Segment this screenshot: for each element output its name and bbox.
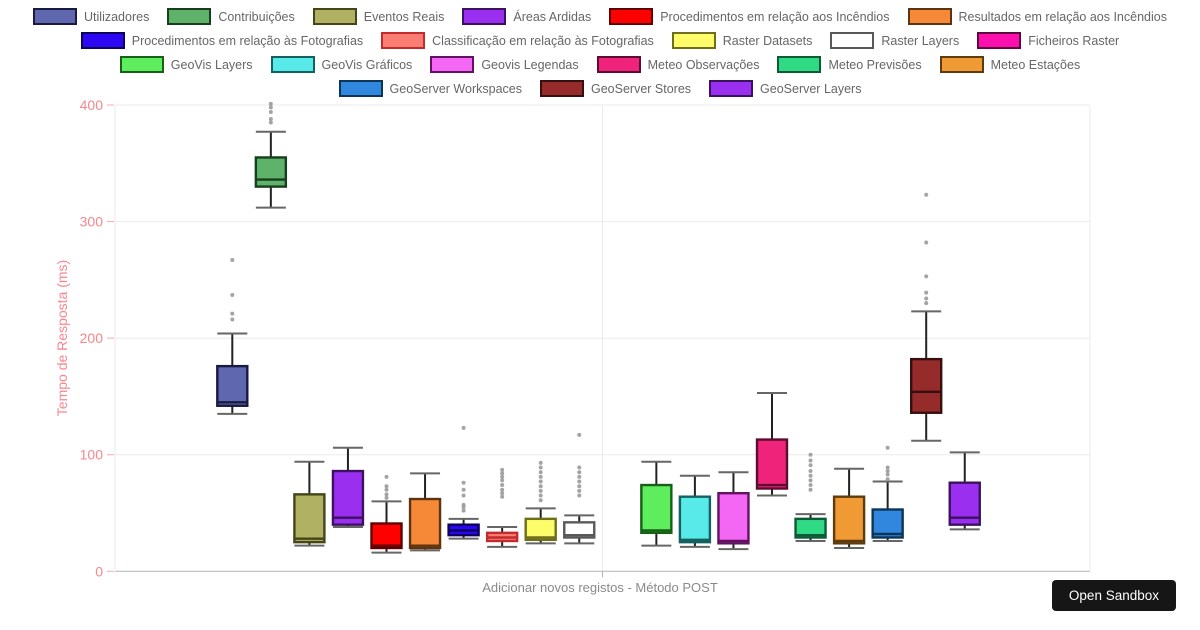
boxplot-14[interactable] [717, 471, 750, 551]
boxplot-9[interactable] [524, 460, 557, 545]
boxplot-18[interactable] [871, 445, 904, 542]
legend-swatch-icon [777, 56, 822, 73]
legend-item-label: Eventos Reais [363, 9, 445, 24]
legend-item-17[interactable]: Meteo Estações [939, 56, 1081, 73]
legend-swatch-icon [709, 80, 754, 97]
legend-item-label: Meteo Observações [647, 57, 760, 72]
legend-item-6[interactable]: Resultados em relação aos Incêndios [907, 8, 1167, 25]
boxplot-8[interactable] [485, 467, 519, 548]
legend-item-7[interactable]: Procedimentos em relação às Fotografias [80, 32, 364, 49]
legend-item-label: Procedimentos em relação às Fotografias [131, 33, 364, 48]
legend-item-8[interactable]: Classificação em relação às Fotografias [381, 32, 654, 49]
legend-item-11[interactable]: Ficheiros Raster [977, 32, 1119, 49]
legend-swatch-icon [338, 80, 383, 97]
legend-swatch-icon [939, 56, 984, 73]
legend-item-15[interactable]: Meteo Observações [596, 56, 760, 73]
legend-item-label: Raster Layers [881, 33, 960, 48]
legend-swatch-icon [907, 8, 952, 25]
legend-swatch-icon [167, 8, 212, 25]
boxplot-3[interactable] [293, 460, 326, 547]
boxplot-15[interactable] [755, 391, 789, 497]
legend-swatch-icon [270, 56, 315, 73]
legend-item-2[interactable]: Contribuições [167, 8, 295, 25]
legend-item-12[interactable]: GeoVis Layers [119, 56, 253, 73]
legend-item-10[interactable]: Raster Layers [830, 32, 959, 49]
legend-swatch-icon [462, 8, 507, 25]
legend-item-label: Raster Datasets [722, 33, 813, 48]
boxplot-6[interactable] [408, 472, 442, 552]
legend-swatch-icon [430, 56, 475, 73]
open-sandbox-button[interactable]: Open Sandbox [1051, 580, 1176, 611]
legend-item-3[interactable]: Eventos Reais [312, 8, 445, 25]
legend-item-16[interactable]: Meteo Previsões [777, 56, 922, 73]
legend-swatch-icon [830, 32, 875, 49]
boxplot-5[interactable] [370, 474, 403, 554]
legend-item-13[interactable]: GeoVis Gráficos [270, 56, 413, 73]
legend-item-9[interactable]: Raster Datasets [671, 32, 813, 49]
boxplot-20[interactable] [948, 451, 981, 531]
y-axis-title: Tempo de Resposta (ms) [54, 259, 70, 417]
legend-item-label: Geovis Legendas [481, 57, 579, 72]
legend-item-4[interactable]: Áreas Ardidas [462, 8, 591, 25]
legend-item-label: GeoServer Workspaces [389, 81, 522, 96]
legend-item-label: GeoVis Layers [170, 57, 253, 72]
legend-swatch-icon [609, 8, 654, 25]
legend-item-label: Áreas Ardidas [513, 9, 592, 24]
legend-item-label: Meteo Estações [990, 57, 1081, 72]
legend-item-label: GeoVis Gráficos [321, 57, 413, 72]
legend-swatch-icon [312, 8, 357, 25]
legend-item-label: Contribuições [218, 9, 295, 24]
legend-item-label: Resultados em relação aos Incêndios [958, 9, 1167, 24]
legend-swatch-icon [596, 56, 641, 73]
y-tick-label: 300 [80, 214, 104, 230]
y-tick-label: 100 [80, 447, 104, 463]
y-tick-label: 400 [80, 97, 104, 113]
chart-legend: Utilizadores Contribuições Eventos Reais Ár… [20, 8, 1180, 97]
legend-item-label: Meteo Previsões [828, 57, 922, 72]
legend-item-19[interactable]: GeoServer Stores [539, 80, 692, 97]
boxplot-10[interactable] [563, 432, 596, 545]
legend-item-1[interactable]: Utilizadores [33, 8, 149, 25]
boxplot-13[interactable] [678, 474, 712, 548]
legend-swatch-icon [80, 32, 125, 49]
boxplot-17[interactable] [832, 467, 866, 549]
boxplot-2[interactable] [254, 101, 288, 209]
legend-swatch-icon [539, 80, 584, 97]
legend-swatch-icon [119, 56, 164, 73]
y-tick-label: 200 [80, 330, 104, 346]
x-axis-title: Adicionar novos registos - Método POST [482, 580, 718, 595]
legend-swatch-icon [33, 8, 78, 25]
legend-item-label: GeoServer Layers [760, 81, 862, 96]
boxplot-1[interactable] [216, 258, 249, 415]
boxplot-4[interactable] [331, 446, 365, 529]
legend-item-18[interactable]: GeoServer Workspaces [338, 80, 522, 97]
legend-item-20[interactable]: GeoServer Layers [709, 80, 861, 97]
legend-item-14[interactable]: Geovis Legendas [430, 56, 579, 73]
legend-item-label: Utilizadores [84, 9, 150, 24]
legend-item-label: Procedimentos em relação aos Incêndios [660, 9, 890, 24]
boxplot-7[interactable] [447, 425, 480, 540]
boxplot-19[interactable] [910, 192, 943, 442]
legend-swatch-icon [977, 32, 1022, 49]
legend-item-label: GeoServer Stores [590, 81, 692, 96]
legend-item-label: Classificação em relação às Fotografias [432, 33, 654, 48]
legend-item-label: Ficheiros Raster [1028, 33, 1120, 48]
boxplot-16[interactable] [794, 452, 827, 542]
legend-swatch-icon [381, 32, 426, 49]
y-tick-label: 0 [95, 563, 103, 579]
legend-swatch-icon [671, 32, 716, 49]
boxplot-12[interactable] [640, 460, 673, 547]
legend-item-5[interactable]: Procedimentos em relação aos Incêndios [609, 8, 890, 25]
